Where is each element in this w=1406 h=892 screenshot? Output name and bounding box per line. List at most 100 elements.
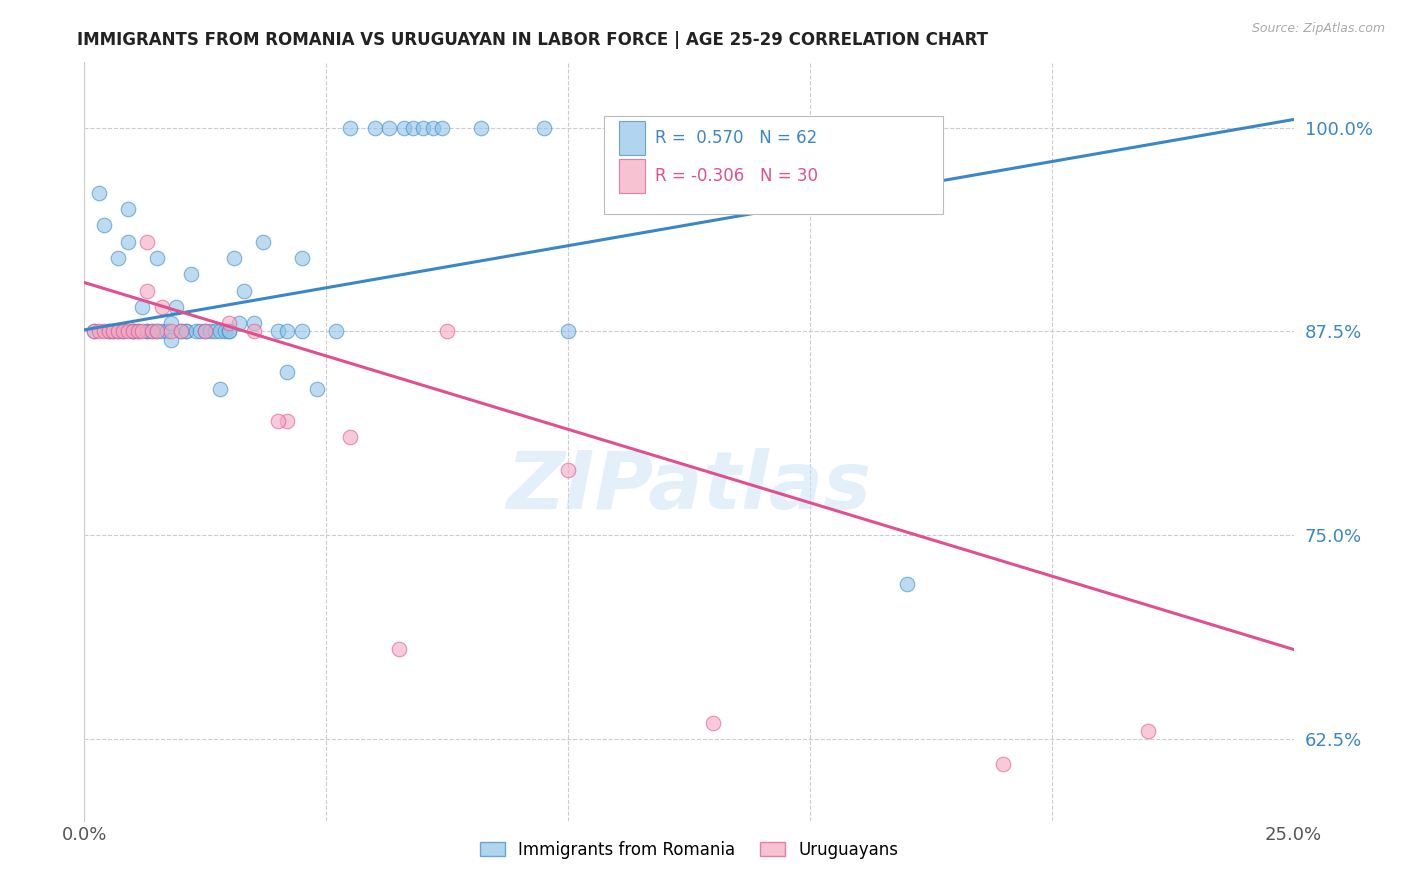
Point — [160, 325, 183, 339]
Point — [267, 325, 290, 339]
Point — [112, 325, 135, 339]
Point — [218, 325, 240, 339]
Point — [557, 325, 579, 339]
Point — [180, 268, 202, 282]
Point — [388, 642, 411, 657]
Point — [136, 325, 159, 339]
Point — [339, 430, 361, 444]
Point — [339, 120, 361, 135]
Point — [141, 325, 163, 339]
Point — [83, 325, 105, 339]
Point — [103, 325, 125, 339]
Point — [224, 251, 246, 265]
Point — [218, 316, 240, 330]
Point — [190, 325, 212, 339]
Point — [557, 463, 579, 477]
Point — [470, 120, 492, 135]
Point — [150, 300, 173, 314]
Point — [121, 325, 143, 339]
Point — [127, 325, 149, 339]
Point — [267, 414, 290, 428]
Point — [276, 365, 298, 379]
Point — [402, 120, 425, 135]
FancyBboxPatch shape — [605, 115, 943, 214]
Point — [242, 316, 264, 330]
Point — [432, 120, 454, 135]
Point — [896, 577, 918, 591]
Text: R = -0.306   N = 30: R = -0.306 N = 30 — [655, 167, 818, 186]
Legend: Immigrants from Romania, Uruguayans: Immigrants from Romania, Uruguayans — [472, 834, 905, 865]
Point — [422, 120, 444, 135]
Text: ZIPatlas: ZIPatlas — [506, 448, 872, 526]
Point — [194, 325, 217, 339]
Text: R =  0.570   N = 62: R = 0.570 N = 62 — [655, 129, 817, 147]
Point — [392, 120, 415, 135]
Point — [117, 202, 139, 217]
Point — [136, 284, 159, 298]
Point — [184, 325, 207, 339]
Point — [378, 120, 401, 135]
Point — [107, 251, 129, 265]
Point — [87, 186, 110, 200]
Point — [993, 756, 1015, 771]
Point — [97, 325, 120, 339]
Point — [87, 325, 110, 339]
Point — [131, 325, 153, 339]
Point — [228, 316, 250, 330]
Point — [150, 325, 173, 339]
Point — [136, 235, 159, 249]
Point — [97, 325, 120, 339]
Point — [107, 325, 129, 339]
Point — [214, 325, 236, 339]
Point — [160, 333, 183, 347]
Bar — [619, 121, 645, 155]
Point — [533, 120, 555, 135]
Point — [436, 325, 458, 339]
Point — [146, 325, 169, 339]
Point — [136, 325, 159, 339]
Point — [165, 300, 187, 314]
Point — [208, 382, 231, 396]
Point — [121, 325, 143, 339]
Point — [83, 325, 105, 339]
Text: Source: ZipAtlas.com: Source: ZipAtlas.com — [1251, 22, 1385, 36]
Point — [252, 235, 274, 249]
Point — [160, 316, 183, 330]
Point — [112, 325, 135, 339]
Point — [93, 219, 115, 233]
Point — [204, 325, 226, 339]
Point — [218, 325, 240, 339]
Bar — [619, 159, 645, 194]
Point — [194, 325, 217, 339]
Point — [174, 325, 197, 339]
Point — [121, 325, 143, 339]
Point — [242, 325, 264, 339]
Point — [117, 235, 139, 249]
Point — [174, 325, 197, 339]
Point — [141, 325, 163, 339]
Point — [276, 414, 298, 428]
Point — [1137, 723, 1160, 738]
Point — [198, 325, 221, 339]
Point — [208, 325, 231, 339]
Point — [412, 120, 434, 135]
Point — [155, 325, 177, 339]
Point — [276, 325, 298, 339]
Text: IMMIGRANTS FROM ROMANIA VS URUGUAYAN IN LABOR FORCE | AGE 25-29 CORRELATION CHAR: IMMIGRANTS FROM ROMANIA VS URUGUAYAN IN … — [77, 31, 988, 49]
Point — [291, 251, 314, 265]
Point — [117, 325, 139, 339]
Point — [146, 251, 169, 265]
Point — [325, 325, 347, 339]
Point — [291, 325, 314, 339]
Point — [702, 715, 724, 730]
Point — [233, 284, 256, 298]
Point — [131, 300, 153, 314]
Point — [103, 325, 125, 339]
Point — [170, 325, 193, 339]
Point — [127, 325, 149, 339]
Point — [107, 325, 129, 339]
Point — [93, 325, 115, 339]
Point — [170, 325, 193, 339]
Point — [146, 325, 169, 339]
Point — [305, 382, 328, 396]
